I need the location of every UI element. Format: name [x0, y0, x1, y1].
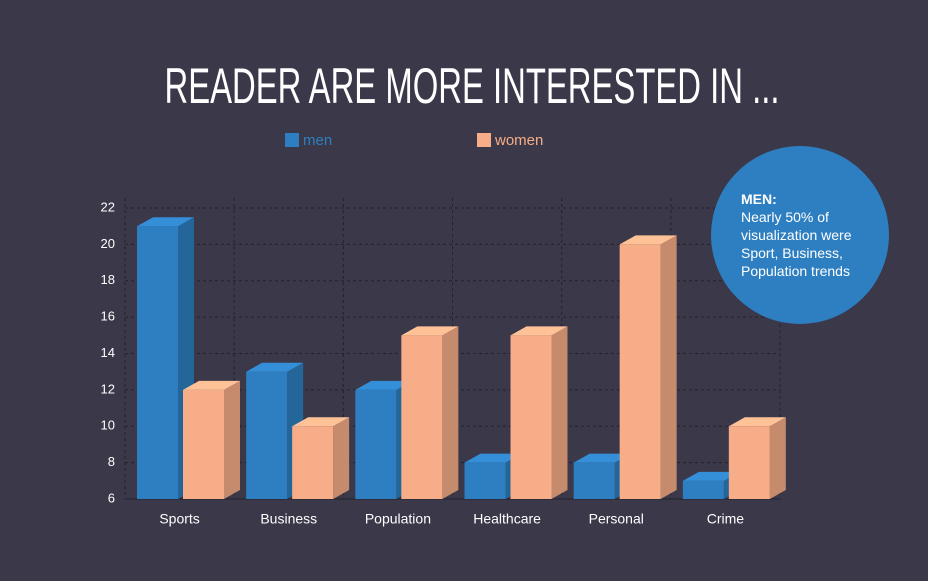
- x-tick-label: Business: [260, 511, 317, 527]
- annotation-text: Nearly 50% of visualization were Sport, …: [741, 209, 852, 279]
- bar: [573, 462, 615, 499]
- x-tick-label: Population: [365, 511, 431, 527]
- x-tick-label: Healthcare: [473, 511, 541, 527]
- bar: [292, 426, 334, 499]
- bar: [401, 335, 443, 499]
- y-tick-label: 20: [101, 236, 115, 251]
- legend-swatch: [477, 133, 491, 147]
- legend-label: women: [494, 132, 543, 149]
- bar-side: [769, 417, 786, 499]
- bar-side: [660, 235, 677, 499]
- bar-top: [573, 453, 631, 463]
- annotation: MEN: Nearly 50% of visualization were Spo…: [741, 190, 881, 280]
- chart-title: READER ARE MORE INTERESTED IN ...: [165, 58, 780, 114]
- legend-swatch: [285, 133, 299, 147]
- y-tick-label: 8: [108, 454, 115, 469]
- bar-top: [246, 362, 304, 372]
- x-tick-label: Sports: [159, 511, 199, 527]
- bar-top: [510, 326, 568, 336]
- bar: [682, 480, 724, 499]
- bar: [137, 226, 178, 499]
- bar-side: [551, 326, 568, 499]
- bar: [510, 335, 552, 499]
- bar-top: [464, 453, 522, 463]
- bar: [183, 389, 224, 499]
- x-tick-label: Personal: [589, 511, 644, 527]
- annotation-circle: [711, 146, 889, 324]
- bar: [728, 426, 770, 499]
- bar: [619, 244, 661, 499]
- y-tick-label: 10: [101, 418, 115, 433]
- bar-top: [401, 326, 459, 336]
- y-tick-label: 16: [101, 309, 115, 324]
- bar: [355, 389, 397, 499]
- bar: [246, 371, 288, 499]
- bar-top: [183, 380, 240, 390]
- annotation-title: MEN:: [741, 191, 777, 207]
- bar-top: [137, 217, 194, 227]
- y-tick-label: 12: [101, 381, 115, 396]
- legend-label: men: [303, 132, 332, 149]
- y-tick-label: 18: [101, 272, 115, 287]
- x-tick-label: Crime: [707, 511, 745, 527]
- bar-side: [333, 417, 350, 499]
- y-tick-label: 14: [101, 345, 115, 360]
- bar-top: [292, 417, 350, 427]
- y-tick-label: 6: [108, 490, 115, 505]
- bar: [464, 462, 506, 499]
- bar-top: [682, 471, 740, 481]
- bar-side: [442, 326, 459, 499]
- bar-side: [224, 380, 240, 499]
- bar-top: [619, 235, 677, 245]
- y-tick-label: 22: [101, 199, 115, 214]
- bar-top: [728, 417, 786, 427]
- bar-top: [355, 380, 413, 390]
